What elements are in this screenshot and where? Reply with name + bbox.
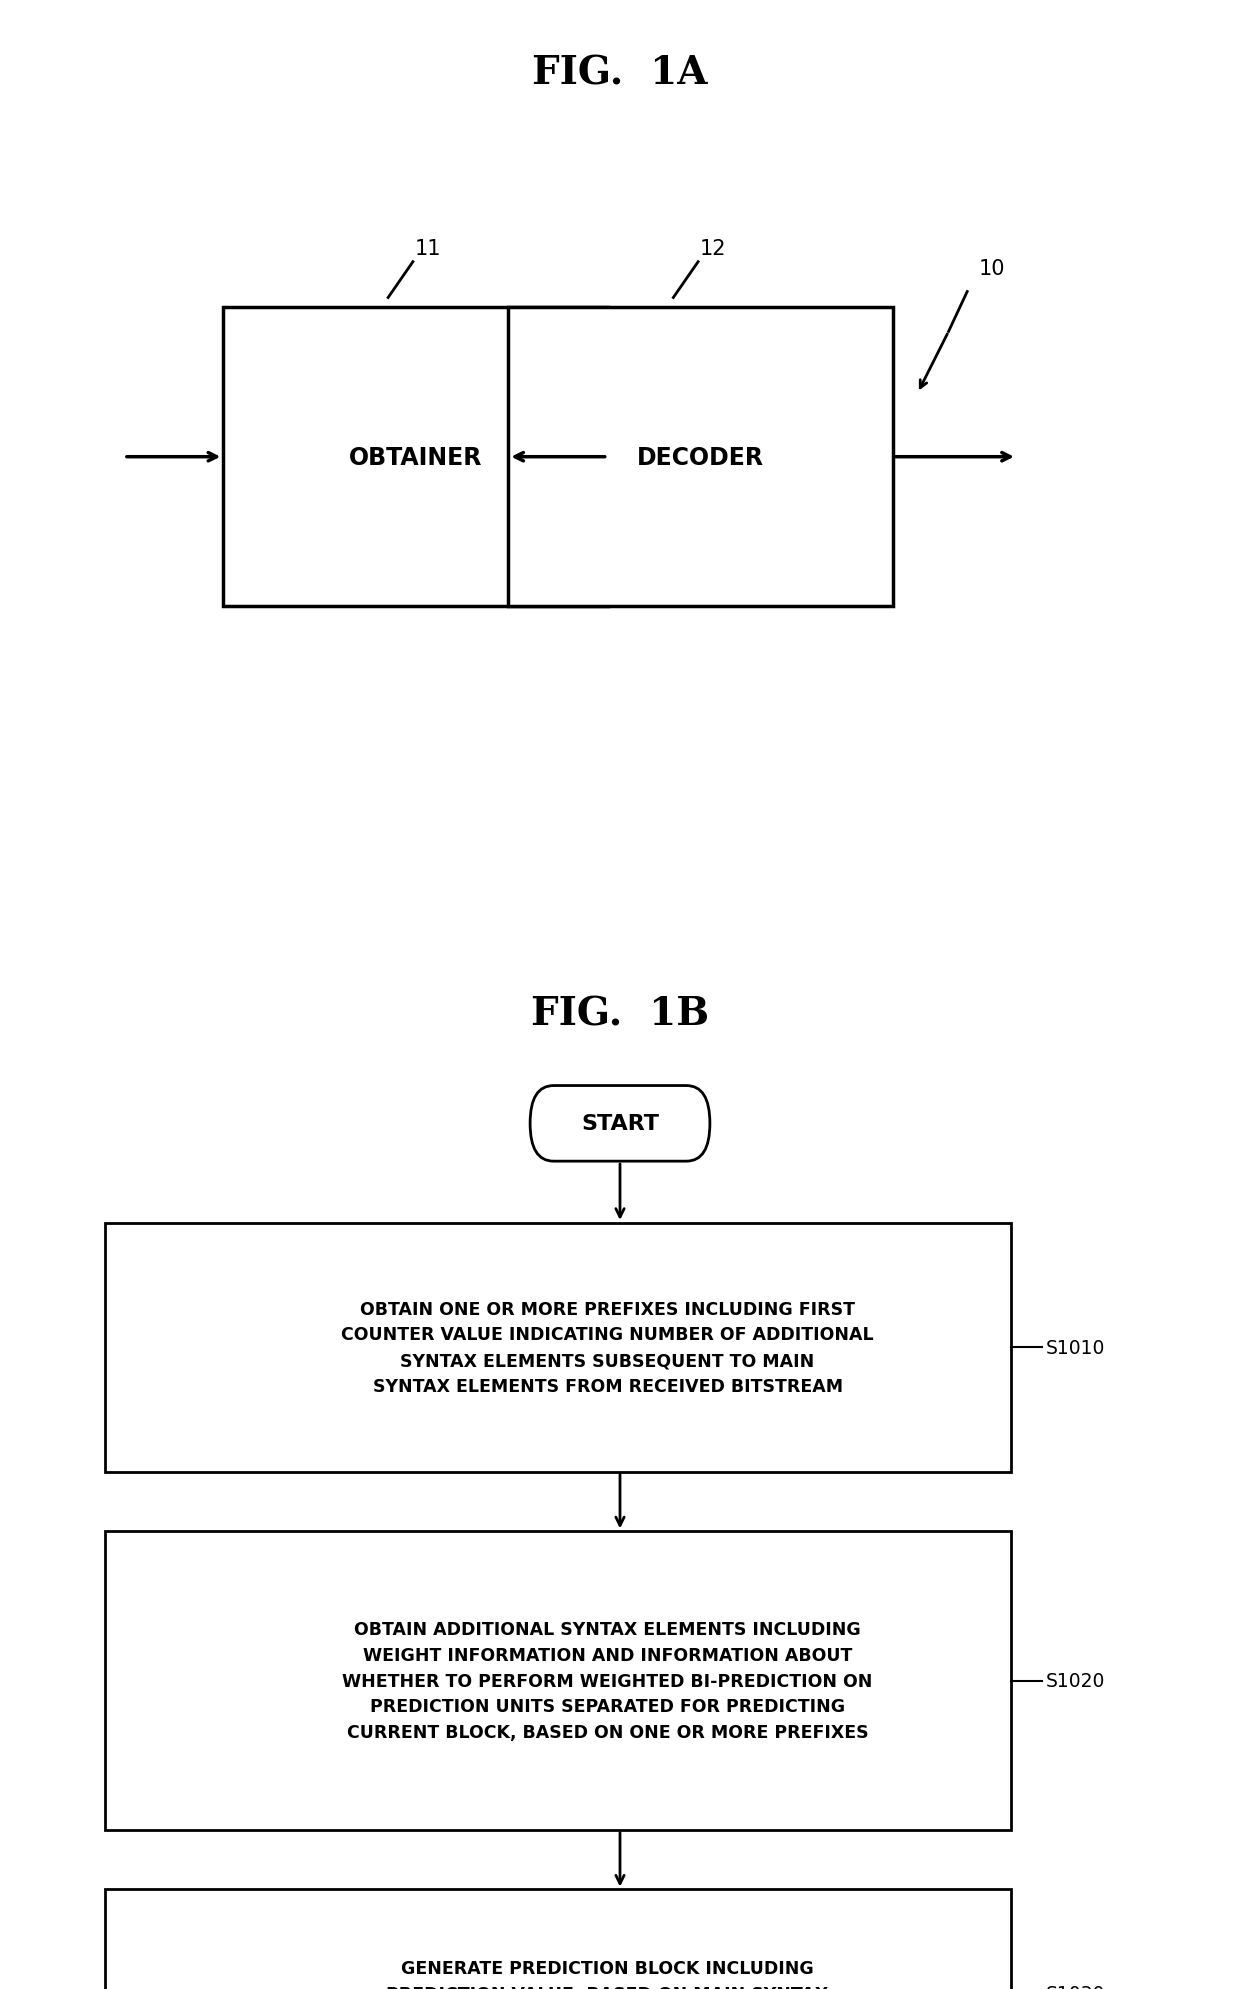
Text: S1020: S1020	[1045, 1671, 1105, 1691]
Text: 10: 10	[978, 259, 1006, 278]
Text: S1010: S1010	[1045, 1339, 1105, 1356]
Bar	[105, 1532, 1011, 1830]
Bar	[105, 1223, 1011, 1472]
Text: OBTAIN ADDITIONAL SYNTAX ELEMENTS INCLUDING
WEIGHT INFORMATION AND INFORMATION A: OBTAIN ADDITIONAL SYNTAX ELEMENTS INCLUD…	[342, 1621, 873, 1740]
Text: S1030: S1030	[1045, 1985, 1105, 1989]
Text: OBTAINER: OBTAINER	[348, 446, 482, 469]
Bar	[223, 308, 608, 607]
Text: FIG.  1B: FIG. 1B	[531, 994, 709, 1034]
Bar	[105, 1890, 1011, 1989]
Text: 12: 12	[699, 239, 727, 259]
Text: 11: 11	[414, 239, 441, 259]
Text: GENERATE PREDICTION BLOCK INCLUDING
PREDICTION VALUE, BASED ON MAIN SYNTAX
ELEME: GENERATE PREDICTION BLOCK INCLUDING PRED…	[372, 1959, 843, 1989]
Text: FIG.  1A: FIG. 1A	[532, 54, 708, 93]
Text: DECODER: DECODER	[637, 446, 764, 469]
FancyBboxPatch shape	[531, 1086, 709, 1162]
Text: START: START	[582, 1114, 658, 1134]
Bar	[508, 308, 893, 607]
Text: OBTAIN ONE OR MORE PREFIXES INCLUDING FIRST
COUNTER VALUE INDICATING NUMBER OF A: OBTAIN ONE OR MORE PREFIXES INCLUDING FI…	[341, 1301, 874, 1394]
